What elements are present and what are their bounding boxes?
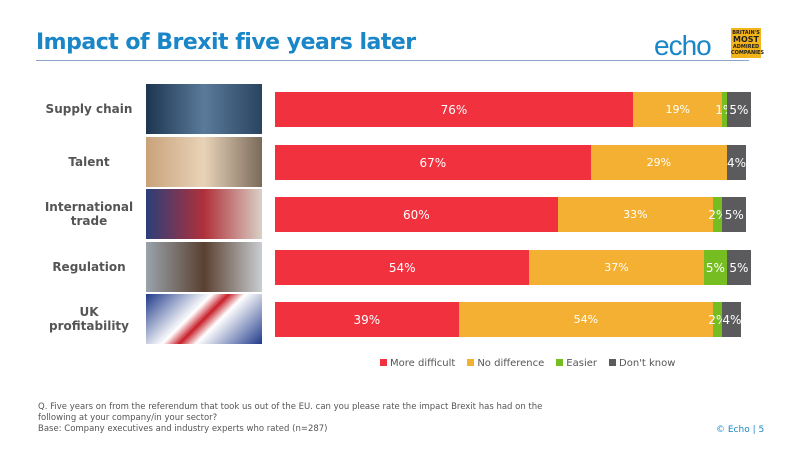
data-label: 54% [388,260,416,275]
legend-label: Don't know [619,358,676,369]
data-label: 39% [353,312,381,327]
legend-label: Easier [566,358,597,369]
data-label: 5% [729,102,749,117]
legend-swatch [380,359,387,366]
data-label: 37% [604,261,629,274]
bar-segment: 37% [529,250,704,285]
data-label: 5% [724,207,744,222]
category-image [146,189,262,239]
title-divider [36,60,749,61]
legend-item: Easier [556,358,597,369]
question-text: Q. Five years on from the referendum tha… [38,402,543,423]
data-label: 33% [623,208,648,221]
legend-swatch [467,359,475,366]
data-label: 5% [729,260,749,275]
category-image [146,84,262,134]
bar-segment: 5% [727,92,751,127]
most-admired-badge: BRITAIN'S MOST ADMIRED COMPANIES [731,28,765,58]
data-label: 60% [402,207,430,222]
bar-segment: 2% [708,302,727,337]
legend: More difficult No difference Easier Don't k… [380,358,675,369]
data-label: 67% [419,155,447,170]
category-image [146,294,262,344]
data-label: 19% [665,103,690,116]
legend-label: No difference [477,358,545,369]
bar-segment: 2% [708,197,727,232]
category-label: Talent [68,155,110,169]
legend-item: Don't know [609,358,675,369]
copyright-page: © Echo | 5 [716,425,765,435]
legend-item: No difference [467,358,544,369]
data-label: 76% [440,102,468,117]
legend-swatch [609,359,616,366]
bar-segment: 54% [458,302,714,337]
category-image [146,137,262,187]
bar-segment: 60% [275,197,558,232]
data-label: 4% [722,312,742,327]
bar-segment: 76% [275,92,633,127]
category-label: UK profitability [49,305,129,333]
category-label: Supply chain [45,102,133,116]
bar-segment: 54% [275,250,530,285]
legend-swatch [556,359,564,366]
category-label: Regulation [52,260,126,274]
bar-segment: 33% [557,197,714,232]
bar-segment: 5% [703,250,728,285]
category-label: International trade [44,200,134,228]
bar-segment: 5% [722,197,746,232]
footnote: Q. Five years on from the referendum tha… [38,402,558,435]
category-image [146,242,262,292]
bar-segment: 29% [590,145,728,180]
legend-item: More difficult [380,358,455,369]
base-text: Base: Company executives and industry ex… [38,424,328,434]
bar-segment: 39% [275,302,459,337]
echo-logo: echo [654,30,712,61]
data-label: 54% [573,313,599,326]
bar-segment: 19% [632,92,723,127]
page-title: Impact of Brexit five years later [36,30,416,55]
data-label: 4% [727,155,747,170]
data-label: 29% [646,156,672,169]
data-label: 5% [705,260,725,275]
bar-segment: 67% [275,145,591,180]
bar-segment: 4% [727,145,746,180]
legend-label: More difficult [390,358,456,369]
bar-segment: 4% [722,302,741,337]
bar-segment: 5% [727,250,751,285]
